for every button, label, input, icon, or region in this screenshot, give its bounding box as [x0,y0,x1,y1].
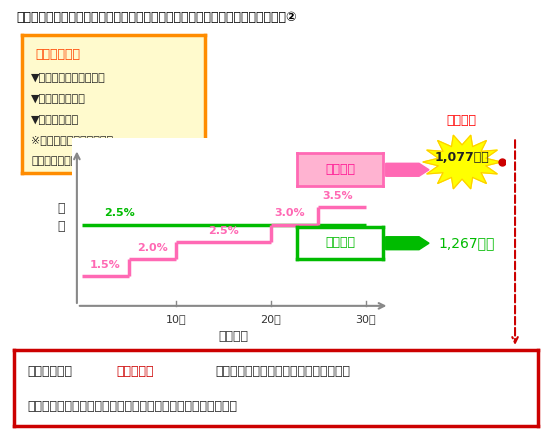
Text: 変動金利: 変動金利 [325,163,355,176]
Text: 10年: 10年 [166,314,186,324]
Text: 固定金利: 固定金利 [325,236,355,250]
Polygon shape [423,135,501,189]
Text: １９０万円: １９０万円 [116,365,154,378]
Text: 1,267万円: 1,267万円 [438,236,495,250]
Text: 2.5%: 2.5% [104,208,135,219]
Text: 1.5%: 1.5% [90,260,120,270]
Text: 30年: 30年 [355,314,376,324]
Text: 2.0%: 2.0% [137,243,168,253]
Text: 金
利: 金 利 [57,202,64,233]
Text: 総利息の差は: 総利息の差は [27,365,72,378]
Text: ※団信、信用保証、諸経費: ※団信、信用保証、諸経費 [31,136,113,146]
Text: 図３　金利タイプ別総利息額比較図－変動金利の平均値が固定金利と同一の場合②: 図３ 金利タイプ別総利息額比較図－変動金利の平均値が固定金利と同一の場合② [17,11,297,24]
Text: 総利息額: 総利息額 [447,114,477,127]
Text: ▼返済期間３０年: ▼返済期間３０年 [31,94,86,104]
Text: 2.5%: 2.5% [208,226,239,236]
Text: 20年: 20年 [261,314,281,324]
Text: 1,077万円: 1,077万円 [435,150,490,164]
Text: などは計算に含まない: などは計算に含まない [31,156,104,166]
Text: ・・・図２の場合と比べて差は小さい。: ・・・図２の場合と比べて差は小さい。 [216,365,351,378]
Text: 3.5%: 3.5% [322,191,352,201]
Text: 返済期間: 返済期間 [218,330,248,343]
Text: モデルケース: モデルケース [35,48,80,61]
Text: ▼元利均等払い: ▼元利均等払い [31,115,79,125]
Text: ▼借入額３，０００万円: ▼借入額３，０００万円 [31,73,106,83]
Text: 3.0%: 3.0% [275,208,305,219]
Text: 変動金利の初期の低金利期間がどの程度続くかがカギとなる。: 変動金利の初期の低金利期間がどの程度続くかがカギとなる。 [27,400,237,413]
